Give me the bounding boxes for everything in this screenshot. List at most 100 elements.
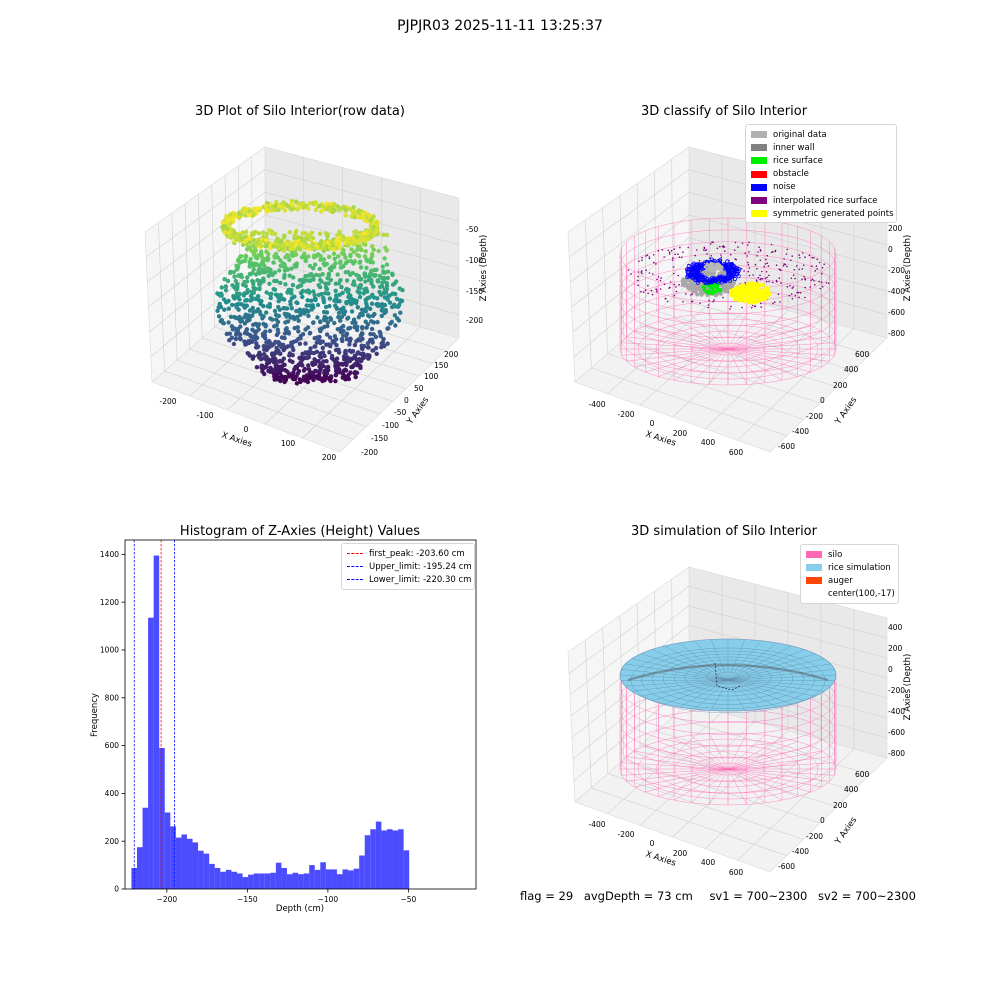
simulation-y-axis-label: Y Axies (833, 815, 860, 847)
interpolated-point (637, 284, 639, 287)
raw-point (327, 303, 332, 309)
raw-point (354, 370, 360, 375)
rice-mesh-line (651, 649, 729, 681)
raw-point (327, 254, 332, 260)
raw-axis-panes (144, 146, 460, 453)
symmetric-point (735, 294, 739, 299)
interpolated-point (768, 274, 770, 277)
y-tick-label: 800 (105, 693, 120, 702)
raw-point (359, 247, 364, 253)
simulation-x-tick-label: 0 (650, 839, 655, 848)
x-tick-label: −200 (157, 895, 178, 904)
interpolated-point (678, 283, 680, 286)
raw-point (303, 350, 308, 355)
raw-point (335, 204, 340, 209)
raw-point (222, 224, 227, 229)
raw-point (342, 374, 347, 379)
rice-mesh-line (710, 679, 729, 711)
rice-mesh-line (727, 679, 778, 708)
raw-point (318, 257, 323, 262)
raw-point (343, 270, 348, 275)
interpolated-point (734, 241, 737, 244)
interpolated-point (722, 296, 724, 299)
raw-point (296, 329, 301, 334)
interpolated-point (823, 263, 825, 266)
raw-point (250, 313, 255, 318)
raw-point (313, 344, 318, 349)
raw-point (323, 246, 328, 251)
raw-point (264, 347, 269, 353)
raw-point (284, 241, 290, 247)
original-point (719, 267, 723, 271)
raw-point (229, 335, 235, 340)
interpolated-point (678, 256, 681, 258)
raw-point (306, 363, 311, 368)
histogram-bar (186, 838, 193, 889)
raw-point (290, 282, 296, 288)
raw-point (375, 320, 380, 325)
simulation-z-tick-label: -200 (888, 686, 905, 695)
raw-point (287, 230, 292, 235)
raw-point (247, 264, 252, 269)
raw-point (221, 297, 227, 302)
raw-point (362, 254, 368, 259)
interpolated-point (793, 269, 796, 271)
classify-z-axis-label: Z Axies (Depth) (903, 235, 913, 302)
interpolated-point (791, 287, 794, 289)
raw-point (317, 284, 323, 290)
rice-surface-point (710, 292, 714, 296)
raw-point (353, 374, 358, 380)
original-point (700, 291, 705, 296)
y-tick-label: 1200 (100, 598, 119, 607)
rice-mesh-line (651, 679, 729, 701)
legend-label: noise (773, 182, 796, 193)
original-point (726, 284, 731, 289)
raw-point (398, 298, 403, 303)
raw-point (238, 332, 243, 337)
grid-line (569, 605, 888, 696)
symmetric-point (740, 286, 744, 290)
noise-point (707, 279, 712, 285)
interpolated-point (791, 297, 794, 300)
interpolated-point (813, 257, 815, 259)
raw-point (337, 245, 343, 250)
interpolated-point (771, 281, 774, 284)
raw-point (384, 283, 390, 289)
interpolated-point (713, 299, 715, 301)
raw-point (372, 230, 378, 236)
raw-point (326, 364, 331, 370)
interpolated-point (672, 257, 674, 259)
raw-point (304, 303, 309, 308)
rice-surface-point (719, 288, 723, 292)
raw-point (234, 330, 239, 335)
raw-point (273, 292, 279, 297)
raw-point (298, 360, 303, 365)
raw-point (294, 308, 299, 314)
symmetric-point (742, 284, 746, 288)
interpolated-point (642, 291, 645, 294)
interpolated-point (675, 290, 678, 293)
interpolated-point (703, 246, 706, 249)
raw-point (313, 207, 319, 213)
legend-line-sample (347, 566, 363, 568)
interpolated-point (756, 268, 758, 270)
interpolated-point (747, 261, 749, 264)
interpolated-point (709, 243, 712, 245)
classify-legend-entry: inner wall (751, 141, 891, 154)
raw-point (228, 314, 234, 319)
interpolated-point (709, 257, 711, 259)
raw-point (325, 320, 330, 325)
raw-point (252, 206, 257, 211)
raw-point (244, 298, 249, 303)
raw-plot-title: 3D Plot of Silo Interior(row data) (195, 104, 405, 119)
raw-point (307, 232, 312, 238)
raw-point (262, 371, 267, 377)
raw-point (271, 244, 276, 249)
avg-depth-value: avgDepth = 73 cm (583, 889, 693, 903)
interpolated-point (710, 255, 712, 257)
raw-x-axis-label: X Axies (220, 430, 253, 449)
histogram-bar (170, 826, 176, 889)
noise-point (717, 275, 722, 280)
raw-point (312, 292, 317, 298)
raw-point (351, 240, 356, 246)
